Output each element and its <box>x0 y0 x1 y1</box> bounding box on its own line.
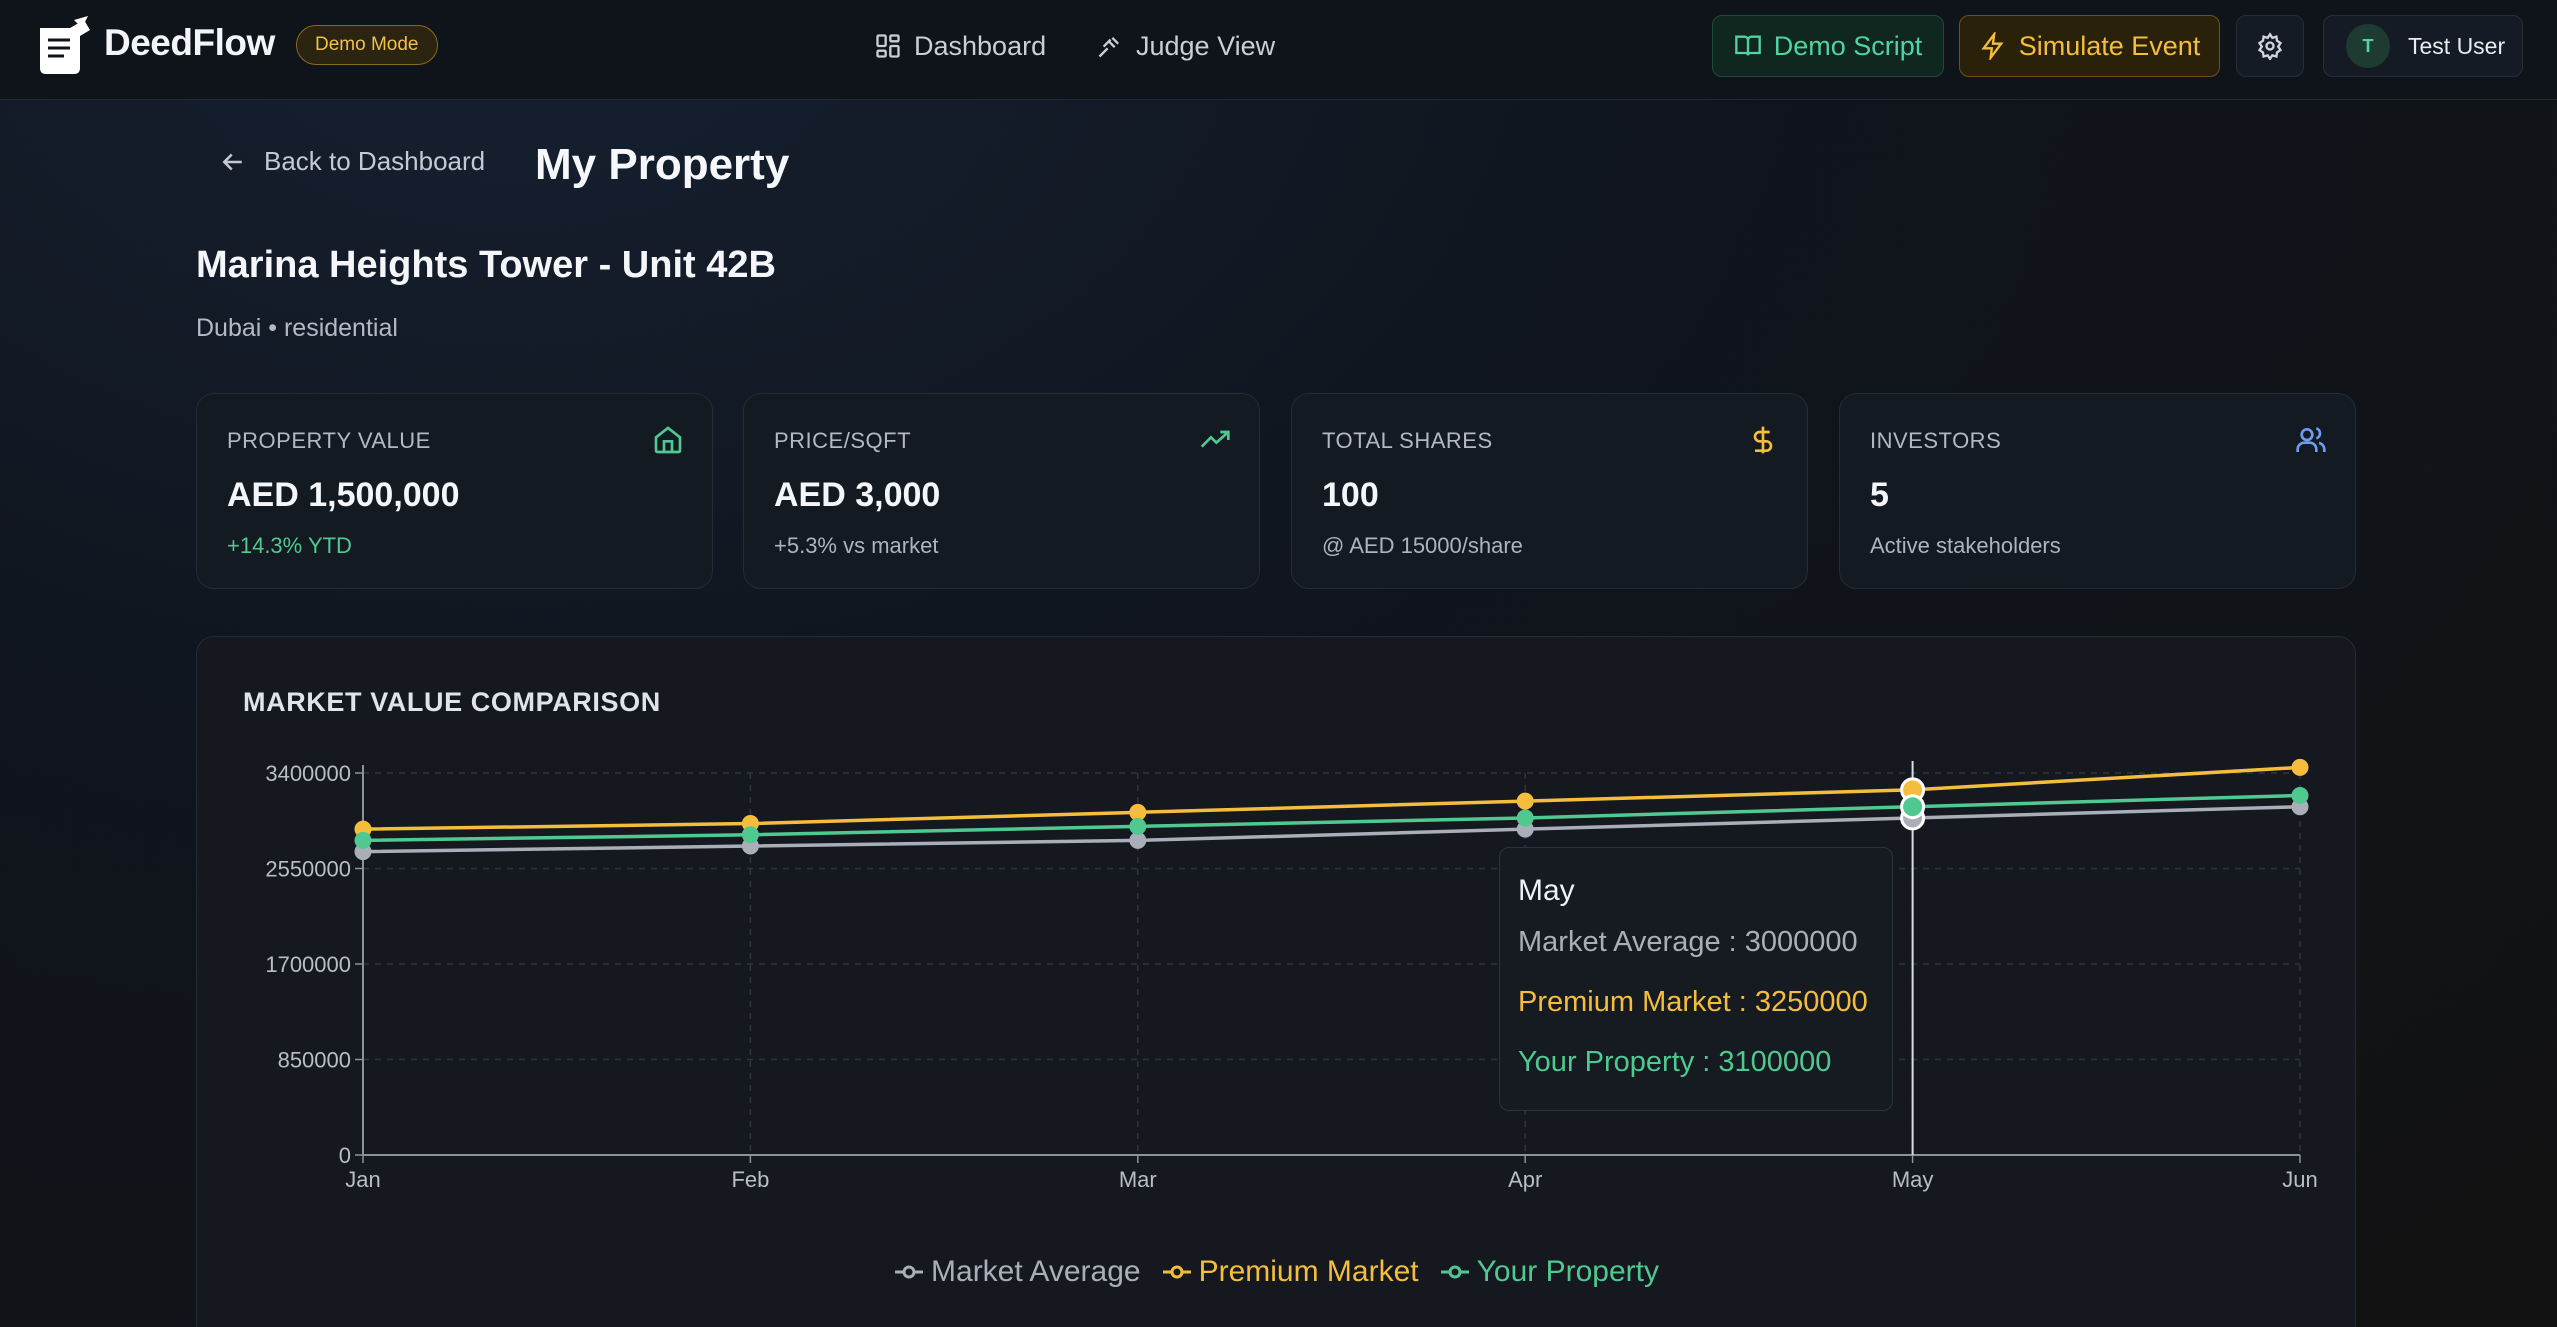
nav-judge-view[interactable]: Judge View <box>1096 26 1275 66</box>
legend-label: Premium Market <box>1198 1255 1419 1288</box>
stat-label: PRICE/SQFT <box>774 428 912 453</box>
stat-value: AED 1,500,000 <box>227 476 460 514</box>
x-tick-label: Apr <box>1508 1167 1542 1192</box>
home-icon <box>654 426 682 454</box>
data-point <box>741 826 759 844</box>
page-title: My Property <box>535 140 790 189</box>
simulate-event-label: Simulate Event <box>2018 30 2201 61</box>
legend-label: Your Property <box>1476 1255 1659 1288</box>
user-menu-button[interactable]: T Test User <box>2323 15 2523 77</box>
market-value-chart-panel: MARKET VALUE COMPARISON 0 850000 1700000 25… <box>196 636 2356 1327</box>
arrow-left-icon <box>222 153 242 170</box>
settings-button[interactable] <box>2236 15 2304 77</box>
series-line-market-average <box>362 804 2301 854</box>
series-line-premium-market <box>362 765 2301 831</box>
y-tick-label: 2550000 <box>265 857 351 882</box>
legend-label: Market Average <box>931 1255 1141 1288</box>
nav-dashboard[interactable]: Dashboard <box>874 26 1046 66</box>
stat-sub: +5.3% vs market <box>774 533 939 558</box>
x-tick-label: Jun <box>2282 1167 2317 1192</box>
legend-item-your-property[interactable]: Your Property <box>1440 1255 1659 1289</box>
data-point <box>1129 817 1147 835</box>
stat-label: INVESTORS <box>1870 428 2002 453</box>
stat-sub: @ AED 15000/share <box>1322 533 1523 558</box>
stat-card-investors: INVESTORS 5 Active stakeholders <box>1839 393 2356 589</box>
chart-tooltip: May Market Average : 3000000 Premium Mar… <box>1499 847 1893 1111</box>
legend-line-icon <box>1440 1265 1469 1279</box>
book-open-icon <box>1734 35 1761 56</box>
property-location-type: Dubai • residential <box>196 314 398 342</box>
demo-script-label: Demo Script <box>1773 30 1923 61</box>
legend-item-premium-market[interactable]: Premium Market <box>1162 1255 1419 1289</box>
y-tick-label: 850000 <box>278 1048 351 1073</box>
grid-icon <box>876 34 900 58</box>
legend-line-icon <box>895 1265 924 1279</box>
data-point <box>1900 794 1926 820</box>
chart-legend: Market Average Premium Market Your Prope… <box>197 1255 2357 1289</box>
x-tick-label: Feb <box>731 1167 769 1192</box>
dollar-icon <box>1753 426 1773 454</box>
tooltip-title: May <box>1518 874 1575 907</box>
top-navbar: DeedFlow Demo Mode Dashboard Judge View … <box>0 0 2557 100</box>
stat-label: TOTAL SHARES <box>1322 428 1493 453</box>
x-tick-label: Mar <box>1119 1167 1157 1192</box>
nav-judge-view-label: Judge View <box>1136 30 1276 61</box>
y-tick-label: 0 <box>339 1143 351 1168</box>
back-label: Back to Dashboard <box>264 146 486 176</box>
legend-item-market-average[interactable]: Market Average <box>895 1255 1141 1289</box>
deedflow-logo-icon <box>40 16 90 74</box>
nav-dashboard-label: Dashboard <box>914 30 1047 61</box>
y-tick-label: 1700000 <box>265 952 351 977</box>
property-name: Marina Heights Tower - Unit 42B <box>196 244 776 286</box>
data-point <box>2291 758 2309 776</box>
x-tick-label: Jan <box>345 1167 380 1192</box>
trending-up-icon <box>1200 430 1230 448</box>
users-icon <box>2296 427 2326 452</box>
stat-card-property-value: PROPERTY VALUE AED 1,500,000 +14.3% YTD <box>196 393 713 589</box>
legend-line-icon <box>1162 1265 1191 1279</box>
x-tick-label: May <box>1892 1167 1934 1192</box>
demo-script-button[interactable]: Demo Script <box>1712 15 1944 77</box>
chart-title: MARKET VALUE COMPARISON <box>243 687 661 717</box>
data-point <box>1516 809 1534 827</box>
simulate-event-button[interactable]: Simulate Event <box>1959 15 2220 77</box>
stat-card-price-sqft: PRICE/SQFT AED 3,000 +5.3% vs market <box>743 393 1260 589</box>
lightning-icon <box>1981 32 2004 60</box>
data-point <box>2291 786 2309 804</box>
brand-name[interactable]: DeedFlow <box>104 22 275 63</box>
back-to-dashboard-link[interactable]: Back to Dashboard <box>218 146 485 177</box>
series-line-your-property <box>362 793 2301 843</box>
data-point <box>354 831 372 849</box>
stat-label: PROPERTY VALUE <box>227 428 431 453</box>
tooltip-row-market-average: Market Average : 3000000 <box>1518 926 1858 958</box>
tooltip-row-your-property: Your Property : 3100000 <box>1518 1046 1832 1078</box>
gavel-icon <box>1098 37 1119 58</box>
tooltip-row-premium-market: Premium Market : 3250000 <box>1518 986 1868 1018</box>
gear-icon <box>2257 32 2283 60</box>
demo-mode-badge: Demo Mode <box>296 25 438 65</box>
user-name: Test User <box>2408 32 2506 59</box>
market-value-line-chart[interactable]: 0 850000 1700000 2550000 3400000 Jan Feb Mar Apr… <box>197 637 2357 1327</box>
data-point <box>1516 792 1534 810</box>
stat-card-total-shares: TOTAL SHARES 100 @ AED 15000/share <box>1291 393 1808 589</box>
avatar: T <box>2346 24 2390 68</box>
y-tick-label: 3400000 <box>265 761 351 786</box>
stat-value: AED 3,000 <box>774 476 941 514</box>
stat-value: 100 <box>1322 476 1379 514</box>
stat-sub: +14.3% YTD <box>227 533 352 558</box>
stat-sub: Active stakeholders <box>1870 533 2061 558</box>
stat-value: 5 <box>1870 476 1889 514</box>
